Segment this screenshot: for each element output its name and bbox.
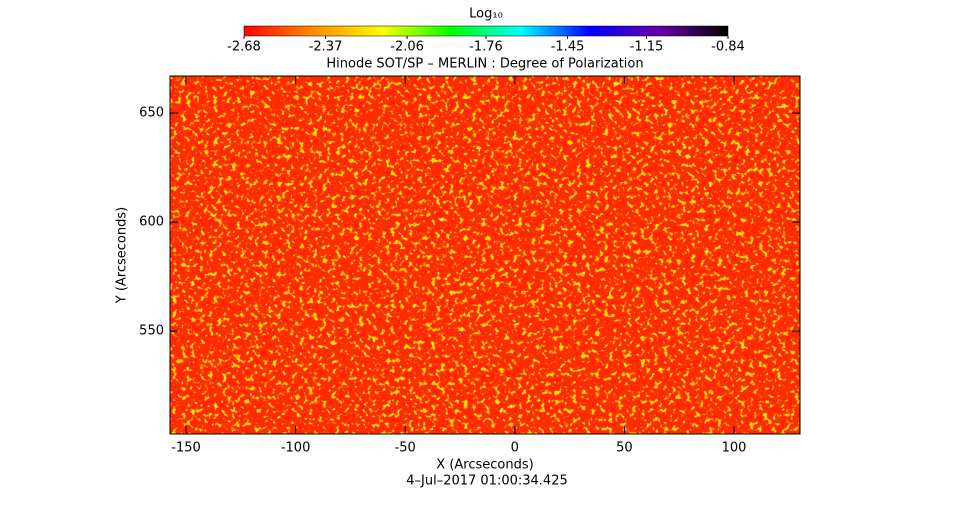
colorbar-tick-label: -2.37	[309, 40, 343, 55]
y-tick-label: 600	[139, 215, 164, 230]
colorbar-tick-label: -2.68	[227, 40, 261, 55]
colorbar-tick-label: -1.45	[551, 40, 585, 55]
x-tick-label: 100	[722, 441, 747, 456]
colorbar-tick-label: -2.06	[390, 40, 424, 55]
x-tick-label: -100	[281, 441, 311, 456]
footer-date: 4–Jul–2017 01:00:34.425	[406, 474, 568, 489]
colorbar-tick-label: -1.15	[630, 40, 664, 55]
colorbar-tick-label: -0.84	[711, 40, 745, 55]
chart-title: Hinode SOT/SP – MERLIN : Degree of Polar…	[326, 57, 643, 72]
colorbar-tick-label: -1.76	[469, 40, 503, 55]
x-tick-label: -50	[395, 441, 416, 456]
y-tick-label: 650	[139, 106, 164, 121]
x-tick-label: 0	[511, 441, 519, 456]
y-axis-title: Y (Arcseconds)	[115, 207, 130, 304]
x-tick-label: 50	[616, 441, 633, 456]
heatmap-texture	[170, 76, 800, 434]
y-tick-label: 550	[139, 324, 164, 339]
x-axis-title: X (Arcseconds)	[436, 458, 533, 473]
colorbar	[243, 25, 729, 37]
colorbar-label: Log₁₀	[469, 7, 503, 22]
x-tick-label: -150	[171, 441, 201, 456]
plot-frame	[169, 75, 801, 435]
